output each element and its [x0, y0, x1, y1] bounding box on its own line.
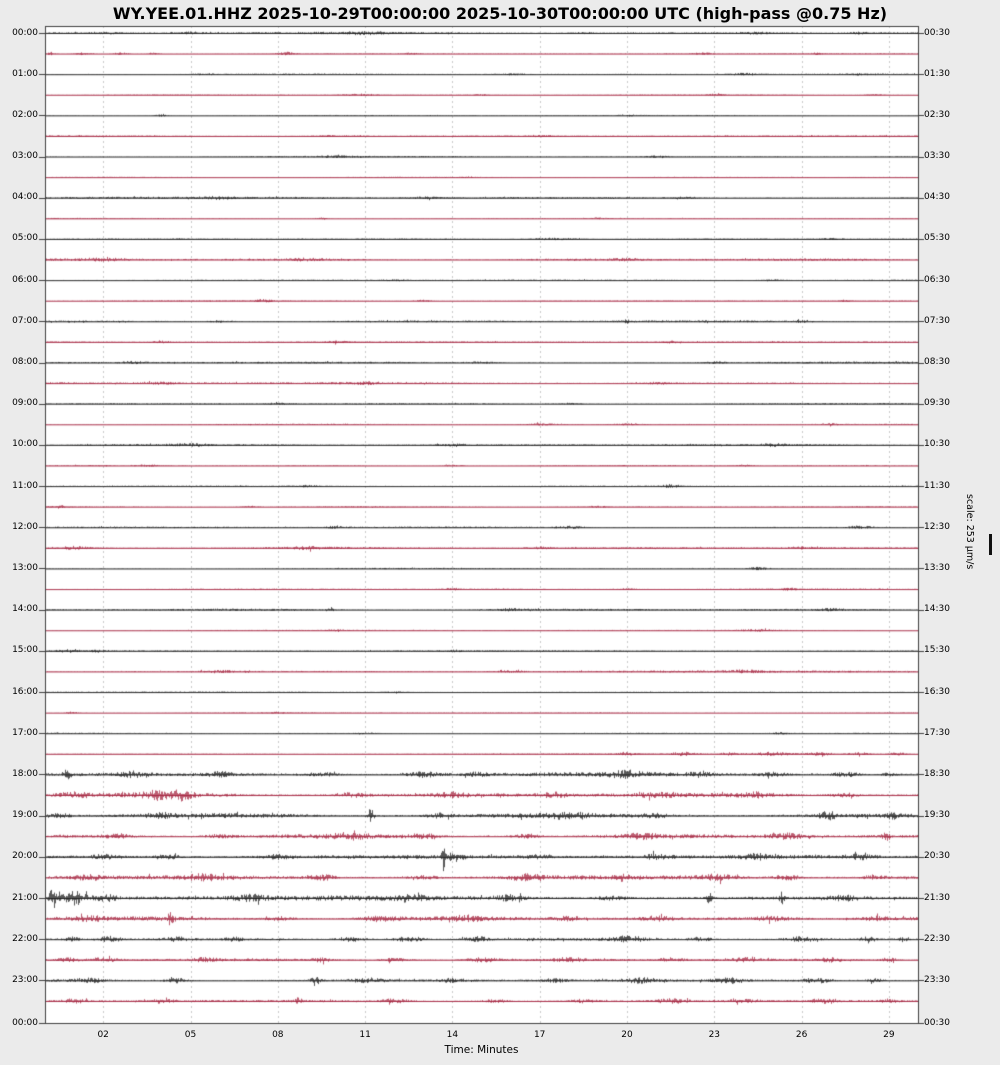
y-axis-label-right: 14:30: [924, 604, 950, 615]
x-tick-label: 08: [272, 1030, 284, 1040]
y-axis-label-left: 14:00: [12, 604, 38, 615]
y-axis-label-left: 07:00: [12, 315, 38, 326]
x-tick-label: 29: [883, 1030, 895, 1040]
y-axis-label-left: 06:00: [12, 274, 38, 285]
y-axis-label-right: 15:30: [924, 645, 950, 656]
y-axis-label-left: 01:00: [12, 68, 38, 79]
x-tick-label: 20: [621, 1030, 633, 1040]
y-axis-label-left: 22:00: [12, 933, 38, 944]
y-axis-label-right: 06:30: [924, 274, 950, 285]
y-axis-label-right: 01:30: [924, 68, 950, 79]
y-axis-label-right: 17:30: [924, 727, 950, 738]
y-axis-label-left: 00:00: [12, 1017, 38, 1028]
y-axis-label-left: 16:00: [12, 686, 38, 697]
y-axis-label-left: 05:00: [12, 233, 38, 244]
y-axis-label-left: 17:00: [12, 727, 38, 738]
y-axis-label-right: 19:30: [924, 810, 950, 821]
y-axis-label-right: 07:30: [924, 315, 950, 326]
y-axis-label-right: 11:30: [924, 480, 950, 491]
y-axis-label-right: 23:30: [924, 974, 950, 985]
y-axis-label-left: 10:00: [12, 439, 38, 450]
y-axis-label-left: 03:00: [12, 151, 38, 162]
x-tick-label: 05: [184, 1030, 197, 1040]
y-axis-label-right: 04:30: [924, 192, 950, 203]
y-axis-label-left: 08:00: [12, 357, 38, 368]
y-axis-label-left: 20:00: [12, 851, 38, 862]
y-axis-label-right: 10:30: [924, 439, 950, 450]
x-tick-label: 11: [359, 1030, 371, 1040]
x-tick-label: 23: [708, 1030, 721, 1040]
y-axis-label-right: 22:30: [924, 933, 950, 944]
x-tick-label: 14: [446, 1030, 459, 1040]
y-axis-label-right: 08:30: [924, 357, 950, 368]
y-axis-label-left: 02:00: [12, 109, 38, 120]
y-axis-label-right: 02:30: [924, 109, 950, 120]
y-axis-label-left: 19:00: [12, 810, 38, 821]
y-axis-label-left: 12:00: [12, 521, 38, 532]
y-axis-label-left: 00:00: [12, 27, 38, 38]
y-axis-label-right: 21:30: [924, 892, 950, 903]
y-axis-label-right: 16:30: [924, 686, 950, 697]
x-tick-label: 17: [533, 1030, 546, 1040]
y-axis-label-left: 21:00: [12, 892, 38, 903]
chart-title: WY.YEE.01.HHZ 2025-10-29T00:00:00 2025-1…: [112, 4, 888, 23]
y-axis-label-right: 00:30: [924, 1017, 950, 1028]
y-axis-label-right: 18:30: [924, 768, 950, 779]
y-axis-label-left: 18:00: [12, 768, 38, 779]
amplitude-scale-bar: [989, 534, 992, 555]
y-axis-label-right: 13:30: [924, 562, 950, 573]
y-axis-label-right: 12:30: [924, 521, 950, 532]
y-axis-label-left: 04:00: [12, 192, 38, 203]
y-axis-label-left: 23:00: [12, 974, 38, 985]
y-axis-label-left: 15:00: [12, 645, 38, 656]
y-axis-label-right: 03:30: [924, 151, 950, 162]
y-axis-label-right: 00:30: [924, 27, 950, 38]
y-axis-label-left: 09:00: [12, 398, 38, 409]
amplitude-scale-label: scale: 253 μm/s: [964, 494, 975, 570]
y-axis-label-right: 05:30: [924, 233, 950, 244]
y-axis-label-right: 09:30: [924, 398, 950, 409]
y-axis-label-right: 20:30: [924, 851, 950, 862]
x-tick-label: 26: [795, 1030, 808, 1040]
x-tick-label: 02: [97, 1030, 109, 1040]
y-axis-label-left: 13:00: [12, 562, 38, 573]
x-axis-title: Time: Minutes: [444, 1044, 519, 1056]
y-axis-label-left: 11:00: [12, 480, 38, 491]
